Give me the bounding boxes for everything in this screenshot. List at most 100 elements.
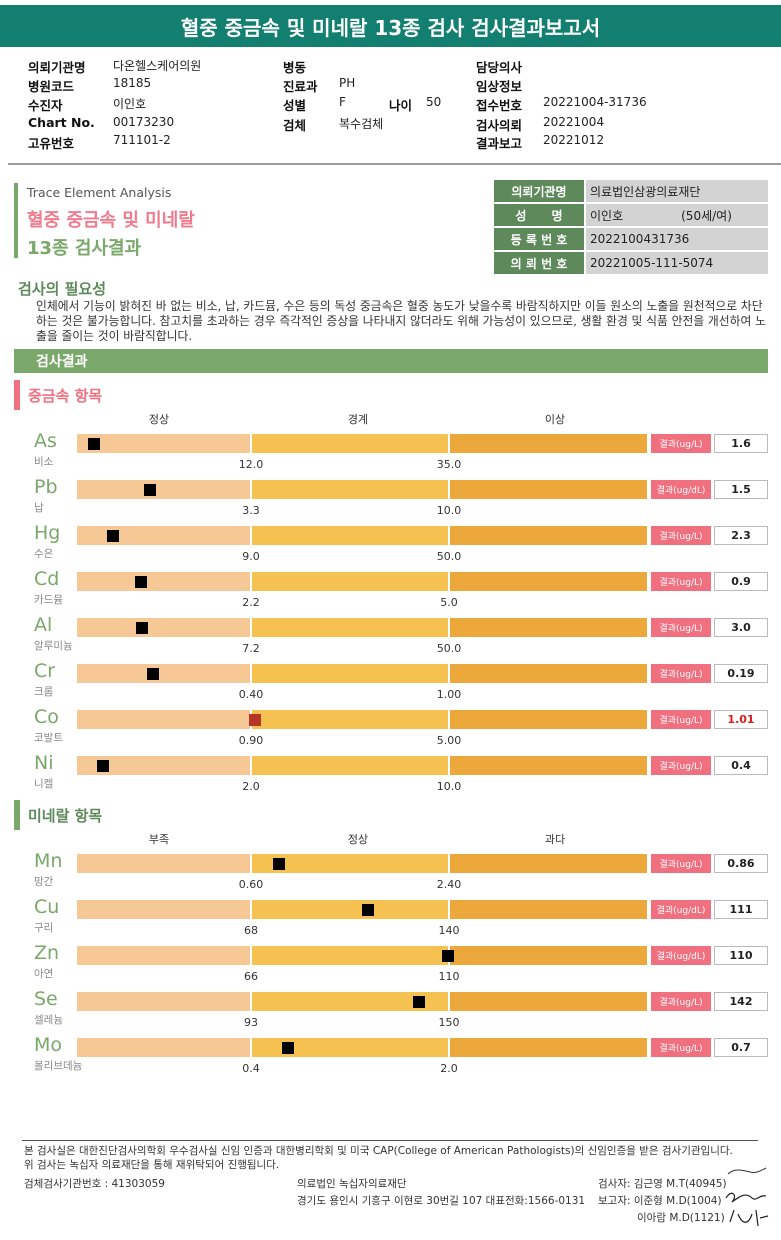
patient-row: 등 록 번 호 2022100431736: [494, 228, 768, 250]
result-marker: [106, 530, 119, 542]
cutoff-high: 2.0: [440, 1062, 458, 1075]
patient-value: 이인호: [590, 208, 624, 223]
mineral-row-zn: Zn 아연 66 110 결과(ug/dL) 110: [0, 942, 781, 986]
result-marker: [88, 438, 101, 450]
cutoff-high: 150: [438, 1016, 460, 1029]
cutoff-low: 0.40: [238, 688, 264, 701]
info-value: 다온헬스케어의원: [113, 59, 202, 73]
signature-stroke: [729, 1209, 769, 1227]
patient-row: 의 뢰 번 호 20221005-111-5074: [494, 252, 768, 274]
cutoff-low: 0.4: [242, 1062, 260, 1075]
result-unit-label: 결과(ug/dL): [651, 946, 711, 965]
range-segment-mid: [251, 710, 449, 729]
info-label: 성별: [283, 98, 307, 113]
element-symbol: Se: [34, 988, 58, 1010]
element-name: 아연: [34, 968, 54, 980]
element-symbol: Cr: [34, 660, 56, 682]
element-name: 코발트: [34, 732, 63, 744]
range-bar: [77, 572, 647, 591]
necessity-text: 인체에서 기능이 밝혀진 바 없는 비소, 납, 카드뮴, 수은 등의 독성 중…: [36, 299, 766, 343]
mineral-category: 부족: [148, 833, 170, 846]
element-symbol: Cd: [34, 568, 60, 590]
element-symbol: Co: [34, 706, 59, 728]
range-segment-high: [449, 854, 647, 873]
reporter-2: 이아람 M.D(1121): [637, 1212, 725, 1224]
range-segment-low: [77, 854, 251, 873]
range-segment-low: [77, 434, 251, 453]
info-value: 18185: [113, 76, 152, 90]
range-segment-high: [449, 900, 647, 919]
patient-row: 성 명 이인호 (50세/여): [494, 204, 768, 226]
cutoff-high: 50.0: [436, 550, 462, 563]
patient-value: 의료법인삼광의료재단: [586, 180, 768, 202]
result-value: 142: [714, 992, 768, 1011]
info-label: 병동: [283, 60, 307, 75]
element-symbol: Mo: [34, 1034, 63, 1056]
info-label: 검체: [283, 118, 307, 133]
range-segment-low: [77, 900, 251, 919]
element-symbol: Ni: [34, 752, 54, 774]
range-bar: [77, 854, 647, 873]
range-divider: [448, 480, 450, 499]
result-unit-label: 결과(ug/L): [651, 572, 711, 591]
range-segment-mid: [251, 526, 449, 545]
cutoff-high: 110: [438, 970, 460, 983]
cutoff-high: 140: [438, 924, 460, 937]
tester: 검사자: 김근영 M.T(40945): [598, 1178, 727, 1190]
range-bar: [77, 756, 647, 775]
range-segment-mid: [251, 480, 449, 499]
info-label: 고유번호: [28, 136, 75, 151]
mineral-row-mn: Mn 망간 0.60 2.40 결과(ug/L) 0.86: [0, 850, 781, 894]
element-symbol: Cu: [34, 896, 60, 918]
info-label: 접수번호: [476, 98, 523, 113]
cutoff-low: 9.0: [242, 550, 260, 563]
range-divider: [250, 434, 252, 453]
divider: [8, 163, 781, 165]
cutoff-high: 2.40: [436, 878, 462, 891]
element-name: 비소: [34, 456, 54, 468]
range-bar: [77, 1038, 647, 1057]
heavy-row-co: Co 코발트 0.90 5.00 결과(ug/L) 1.01: [0, 706, 781, 750]
range-segment-high: [449, 1038, 647, 1057]
result-marker: [143, 484, 156, 496]
element-symbol: Mn: [34, 850, 63, 872]
range-segment-mid: [251, 618, 449, 637]
range-segment-mid: [251, 854, 449, 873]
result-unit-label: 결과(ug/dL): [651, 480, 711, 499]
result-marker: [134, 576, 147, 588]
result-value: 3.0: [714, 618, 768, 637]
range-bar: [77, 480, 647, 499]
cutoff-low: 2.0: [242, 780, 260, 793]
patient-age-sex: (50세/여): [681, 208, 732, 223]
range-segment-low: [77, 618, 251, 637]
result-unit-label: 결과(ug/L): [651, 710, 711, 729]
reporter-1: 보고자: 이준형 M.D(1004): [598, 1195, 722, 1207]
result-unit-label: 결과(ug/L): [651, 526, 711, 545]
range-divider: [448, 756, 450, 775]
range-divider: [250, 480, 252, 499]
analysis-title-line1: 혈중 중금속 및 미네랄: [27, 210, 195, 231]
org-name: 의료법인 녹십자의료재단: [297, 1178, 407, 1190]
element-name: 몰리브데늄: [34, 1060, 83, 1072]
info-label: 결과보고: [476, 136, 523, 151]
accent-bar: [14, 183, 18, 258]
cutoff-low: 66: [244, 970, 258, 983]
range-segment-high: [449, 664, 647, 683]
patient-label: 성 명: [494, 204, 584, 226]
result-marker: [135, 622, 148, 634]
range-divider: [448, 572, 450, 591]
range-segment-high: [449, 756, 647, 775]
range-divider: [250, 618, 252, 637]
range-segment-low: [77, 992, 251, 1011]
info-label: 수진자: [28, 98, 63, 113]
info-value: PH: [339, 76, 356, 90]
range-segment-high: [449, 434, 647, 453]
range-divider: [250, 900, 252, 919]
element-symbol: Pb: [34, 476, 58, 498]
result-unit-label: 결과(ug/L): [651, 618, 711, 637]
heavy-category: 이상: [544, 413, 566, 426]
info-value: 00173230: [113, 115, 175, 129]
range-segment-high: [449, 992, 647, 1011]
cutoff-high: 1.00: [436, 688, 462, 701]
range-divider: [250, 526, 252, 545]
